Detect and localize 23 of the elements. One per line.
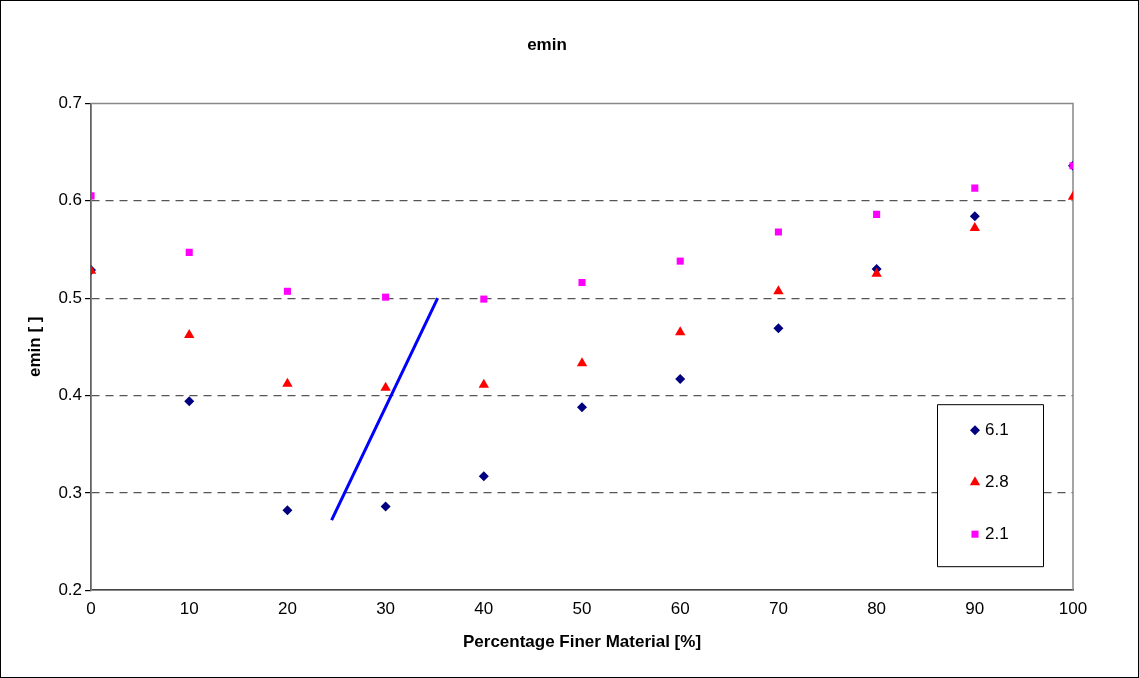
x-tick-label: 30 xyxy=(376,599,396,619)
y-tick-label: 0.7 xyxy=(58,93,83,113)
y-axis-title: emin [ ] xyxy=(24,316,44,378)
x-axis-title: Percentage Finer Material [%] xyxy=(462,632,702,652)
x-tick-label: 80 xyxy=(867,599,887,619)
x-tick-label: 100 xyxy=(1058,599,1088,619)
legend-label: 2.8 xyxy=(985,471,1009,491)
x-tick-label: 20 xyxy=(277,599,297,619)
legend-label: 2.1 xyxy=(985,523,1009,543)
y-tick-label: 0.4 xyxy=(58,385,83,405)
y-tick-label: 0.6 xyxy=(58,190,83,210)
x-tick-label: 50 xyxy=(572,599,592,619)
x-tick-label: 10 xyxy=(179,599,199,619)
x-tick-label: 90 xyxy=(965,599,985,619)
y-tick-label: 0.3 xyxy=(58,482,83,502)
y-tick-label: 0.5 xyxy=(58,287,83,307)
y-tick-label: 0.2 xyxy=(58,579,83,599)
chart-title: emin xyxy=(527,34,567,54)
x-tick-label: 60 xyxy=(670,599,690,619)
x-tick-label: 70 xyxy=(768,599,788,619)
x-tick-label: 0 xyxy=(86,599,96,619)
x-tick-label: 40 xyxy=(474,599,494,619)
legend-label: 6.1 xyxy=(985,419,1009,439)
